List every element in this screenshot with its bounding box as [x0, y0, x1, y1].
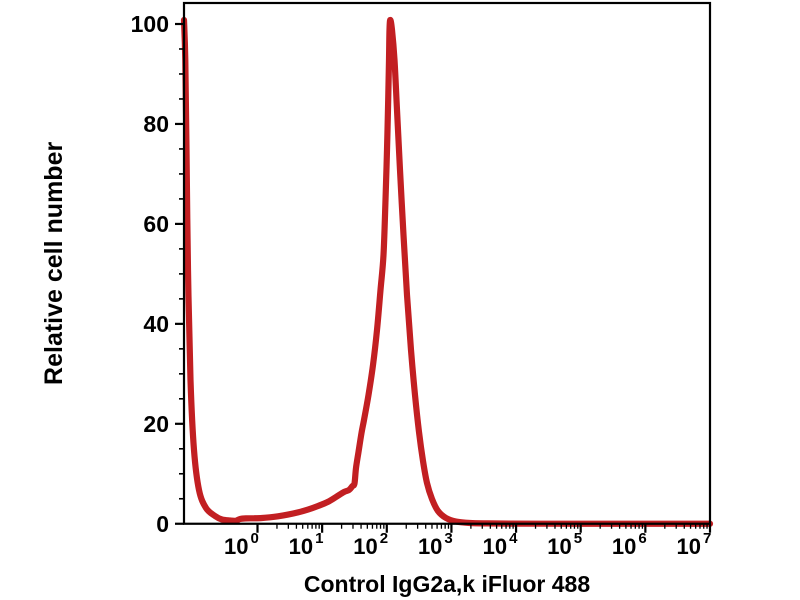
svg-text:6: 6: [638, 530, 646, 547]
svg-text:10: 10: [483, 534, 507, 559]
svg-text:100: 100: [131, 11, 169, 37]
svg-text:Control IgG2a,k iFluor 488: Control IgG2a,k iFluor 488: [304, 571, 590, 597]
svg-text:5: 5: [574, 530, 582, 547]
svg-text:10: 10: [353, 534, 377, 559]
svg-text:3: 3: [444, 530, 452, 547]
svg-text:Relative cell number: Relative cell number: [40, 142, 68, 385]
svg-text:10: 10: [224, 534, 248, 559]
svg-text:2: 2: [380, 530, 388, 547]
svg-text:0: 0: [251, 530, 259, 547]
svg-text:7: 7: [703, 530, 711, 547]
svg-text:10: 10: [547, 534, 571, 559]
svg-text:4: 4: [509, 530, 518, 547]
svg-text:80: 80: [143, 111, 169, 137]
svg-text:10: 10: [289, 534, 313, 559]
svg-text:60: 60: [143, 211, 169, 237]
svg-text:10: 10: [612, 534, 636, 559]
svg-text:1: 1: [315, 530, 323, 547]
svg-text:20: 20: [143, 411, 169, 437]
svg-text:10: 10: [677, 534, 701, 559]
svg-text:10: 10: [418, 534, 442, 559]
svg-text:0: 0: [156, 511, 169, 537]
svg-text:40: 40: [143, 311, 169, 337]
